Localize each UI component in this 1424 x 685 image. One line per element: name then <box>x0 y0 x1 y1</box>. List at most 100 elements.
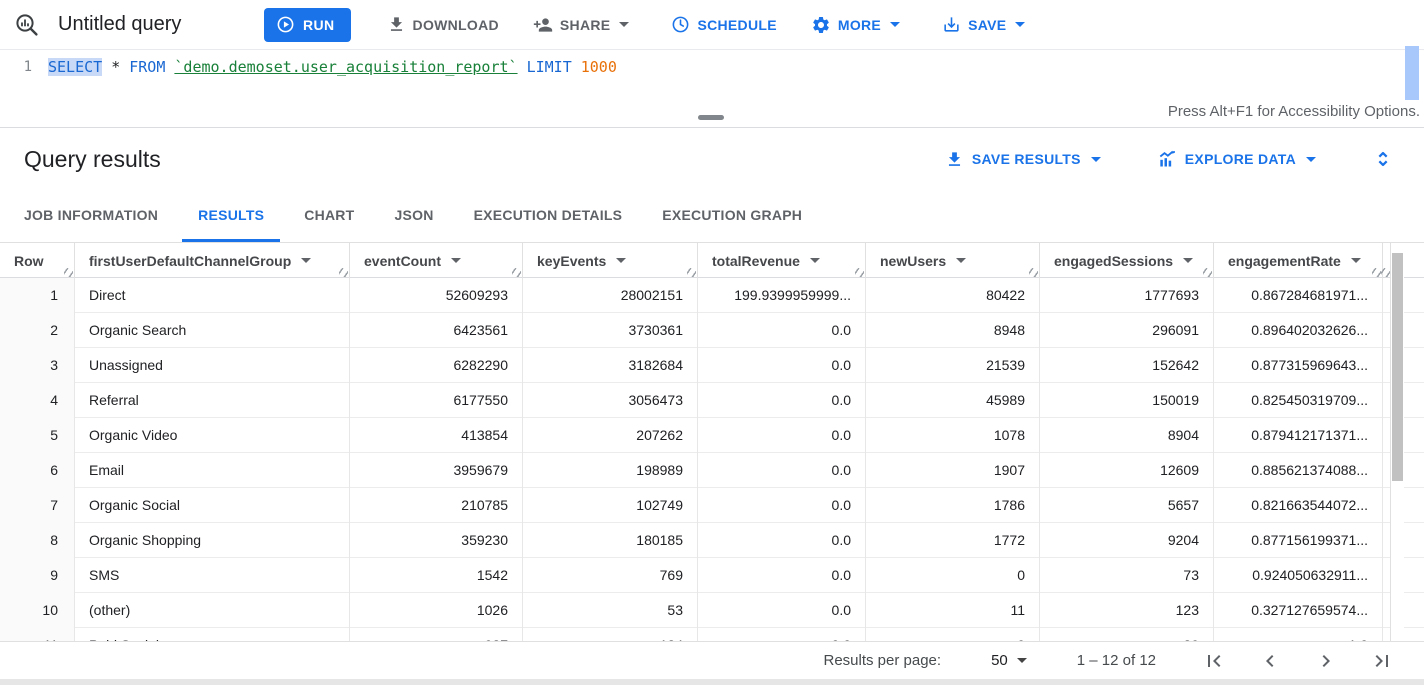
page-size-select[interactable]: 50 <box>985 651 1033 670</box>
table-row[interactable]: 3 Unassigned 6282290 3182684 0.0 21539 152642 0… <box>0 348 1424 383</box>
column-header-keyEvents[interactable]: keyEvents <box>523 243 698 278</box>
table-cell: 0.896402032626... <box>1214 313 1383 348</box>
tab-job-information[interactable]: JOB INFORMATION <box>8 190 174 242</box>
editor-scrollbar-thumb[interactable] <box>1405 46 1419 104</box>
table-vertical-scrollbar[interactable] <box>1390 243 1404 641</box>
save-button[interactable]: SAVE <box>936 7 1031 43</box>
table-cell: 0.924050632911... <box>1214 558 1383 593</box>
save-results-download-icon <box>948 151 960 166</box>
column-header-Row[interactable]: Row <box>0 243 75 278</box>
table-header-row: Row firstUserDefaultChannelGroup eventCoun… <box>0 243 1424 278</box>
previous-page-button[interactable] <box>1258 649 1282 673</box>
table-cell: 29 <box>1040 628 1214 641</box>
table-row[interactable]: 4 Referral 6177550 3056473 0.0 45989 150019 0.8… <box>0 383 1424 418</box>
column-menu-caret-icon[interactable] <box>451 258 461 263</box>
results-tabs: JOB INFORMATION RESULTS CHART JSON EXECUTION… <box>0 190 1424 243</box>
tab-results[interactable]: RESULTS <box>182 190 281 242</box>
column-menu-caret-icon[interactable] <box>1350 258 1361 263</box>
column-menu-caret-icon[interactable] <box>956 258 967 263</box>
column-header-eventCount[interactable]: eventCount <box>350 243 523 278</box>
last-page-button[interactable] <box>1370 649 1394 673</box>
table-cell: 0.821663544072... <box>1214 488 1383 523</box>
column-header-label: engagementRate <box>1228 252 1341 269</box>
table-cell: 9204 <box>1040 523 1214 558</box>
share-button[interactable]: SHARE <box>527 7 636 43</box>
download-button[interactable]: DOWNLOAD <box>381 7 505 43</box>
column-resize-handle[interactable] <box>1029 268 1038 277</box>
column-header-engagementRate[interactable]: engagementRate <box>1214 243 1383 278</box>
table-cell: 1542 <box>350 558 523 593</box>
table-cell: 102749 <box>523 488 698 523</box>
explore-data-button[interactable]: EXPLORE DATA <box>1151 141 1322 177</box>
column-header-label: newUsers <box>880 252 947 269</box>
panel-drag-handle[interactable] <box>698 115 724 120</box>
column-header-label: firstUserDefaultChannelGroup <box>89 252 292 269</box>
gear-icon <box>813 16 829 33</box>
table-cell: Direct <box>75 278 350 313</box>
column-resize-handle[interactable] <box>64 268 73 277</box>
table-row[interactable]: 6 Email 3959679 198989 0.0 1907 12609 0.8856213… <box>0 453 1424 488</box>
tab-chart[interactable]: CHART <box>288 190 370 242</box>
table-cell: 152642 <box>1040 348 1214 383</box>
save-button-label: SAVE <box>968 16 1007 33</box>
column-resize-handle[interactable] <box>1381 268 1390 277</box>
column-menu-caret-icon[interactable] <box>616 258 627 263</box>
column-resize-handle[interactable] <box>339 268 348 277</box>
sql-star: * <box>111 58 121 76</box>
expand-results-button[interactable] <box>1370 145 1396 173</box>
column-menu-caret-icon[interactable] <box>301 258 312 263</box>
column-resize-handle[interactable] <box>1372 268 1381 277</box>
first-page-button[interactable] <box>1202 649 1226 673</box>
table-cell: Organic Search <box>75 313 350 348</box>
table-cell: 0.0 <box>698 523 866 558</box>
table-row[interactable]: 7 Organic Social 210785 102749 0.0 1786 5657 0.… <box>0 488 1424 523</box>
table-scrollbar-thumb[interactable] <box>1392 253 1403 481</box>
column-menu-caret-icon[interactable] <box>1183 258 1194 263</box>
table-horizontal-scrollbar[interactable] <box>0 679 1424 685</box>
table-cell: Organic Shopping <box>75 523 350 558</box>
sql-editor[interactable]: 1 SELECT * FROM `demo.demoset.user_acqui… <box>0 46 1424 104</box>
row-number-cell: 2 <box>0 313 75 348</box>
column-resize-handle[interactable] <box>687 268 696 277</box>
table-row[interactable]: 9 SMS 1542 769 0.0 0 73 0.924050632911... <box>0 558 1424 593</box>
column-menu-caret-icon[interactable] <box>809 258 820 263</box>
table-cell: 210785 <box>350 488 523 523</box>
query-title[interactable]: Untitled query <box>58 13 182 35</box>
save-icon <box>944 17 959 32</box>
table-row[interactable]: 11Paid Social9271340.09291.0 <box>0 628 1424 641</box>
table-row[interactable]: 1 Direct 52609293 28002151 199.9399959999...… <box>0 278 1424 313</box>
page-size-value: 50 <box>991 652 1008 669</box>
table-cell: 1786 <box>866 488 1040 523</box>
table-cell: 5657 <box>1040 488 1214 523</box>
more-button[interactable]: MORE <box>805 7 906 43</box>
results-table: Row firstUserDefaultChannelGroup eventCoun… <box>0 243 1424 641</box>
table-row[interactable]: 10 (other) 1026 53 0.0 11 123 0.327127659574... <box>0 593 1424 628</box>
column-header-engagedSessions[interactable]: engagedSessions <box>1040 243 1214 278</box>
table-cell: Unassigned <box>75 348 350 383</box>
column-header-firstUserDefaultChannelGroup[interactable]: firstUserDefaultChannelGroup <box>75 243 350 278</box>
column-resize-handle[interactable] <box>855 268 864 277</box>
table-row[interactable]: 2 Organic Search 6423561 3730361 0.0 8948 2960… <box>0 313 1424 348</box>
column-resize-handle[interactable] <box>512 268 521 277</box>
table-cell: 0.0 <box>698 348 866 383</box>
tab-execution-graph[interactable]: EXECUTION GRAPH <box>646 190 818 242</box>
table-cell: 0.877156199371... <box>1214 523 1383 558</box>
column-header-totalRevenue[interactable]: totalRevenue <box>698 243 866 278</box>
tab-execution-details[interactable]: EXECUTION DETAILS <box>458 190 639 242</box>
table-cell: 1777693 <box>1040 278 1214 313</box>
column-header-newUsers[interactable]: newUsers <box>866 243 1040 278</box>
table-row[interactable]: 8 Organic Shopping 359230 180185 0.0 1772 9204… <box>0 523 1424 558</box>
table-cell: 80422 <box>866 278 1040 313</box>
next-page-button[interactable] <box>1314 649 1338 673</box>
tab-json[interactable]: JSON <box>378 190 449 242</box>
sql-table-reference-link[interactable]: `demo.demoset.user_acquisition_report` <box>174 58 518 76</box>
table-cell: 11 <box>866 593 1040 628</box>
save-results-button[interactable]: SAVE RESULTS <box>939 141 1107 177</box>
table-row[interactable]: 5 Organic Video 413854 207262 0.0 1078 8904 0.8… <box>0 418 1424 453</box>
schedule-button[interactable]: SCHEDULE <box>665 7 782 43</box>
run-button[interactable]: RUN <box>264 7 351 42</box>
column-resize-handle[interactable] <box>1203 268 1212 277</box>
column-header-label: totalRevenue <box>712 252 800 269</box>
share-button-label: SHARE <box>559 16 611 33</box>
more-button-label: MORE <box>837 16 882 33</box>
